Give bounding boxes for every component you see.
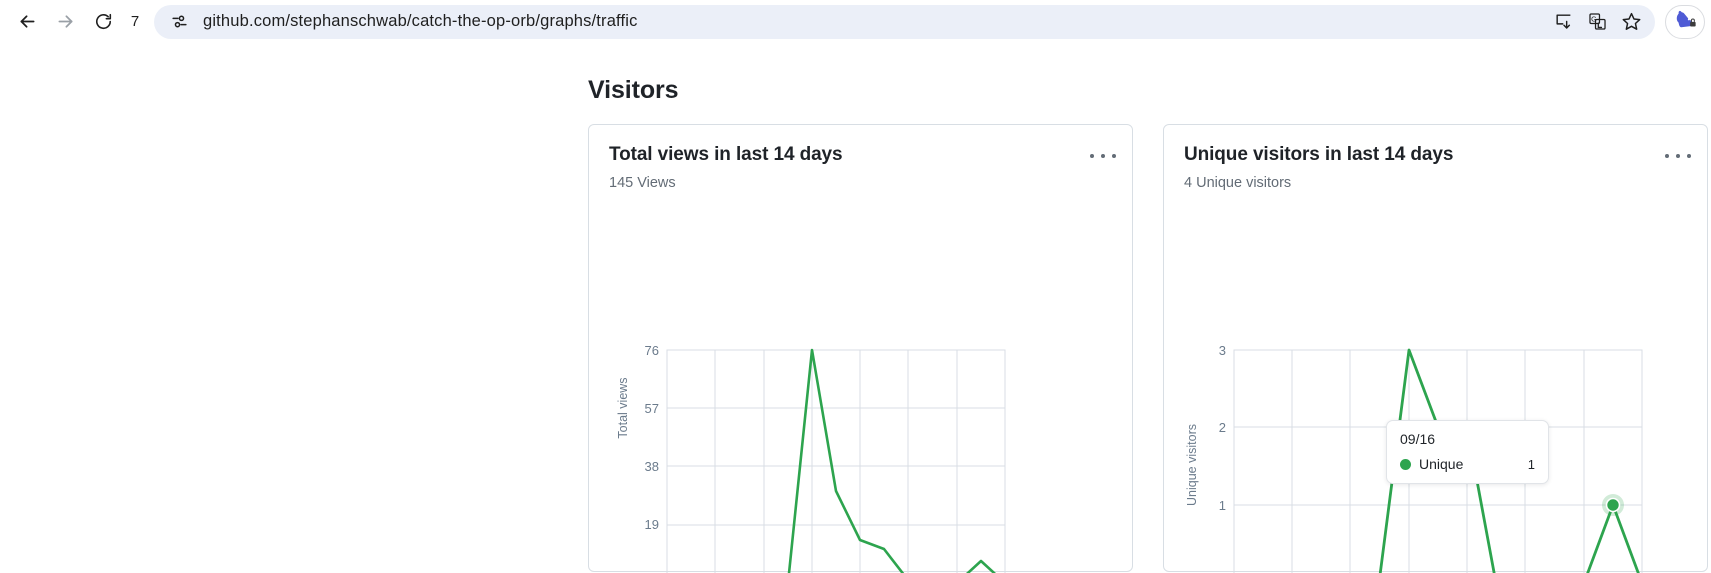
- y-tick-label: 2: [1219, 420, 1226, 435]
- kebab-dot-icon: [1676, 154, 1680, 158]
- chart-line-series: [787, 348, 997, 573]
- chart-grid: [666, 349, 1006, 573]
- y-tick-label: 1: [1219, 498, 1226, 513]
- tab-count-badge[interactable]: 7: [130, 13, 140, 30]
- kebab-dot-icon: [1101, 154, 1105, 158]
- card-subtitle: 145 Views: [609, 175, 676, 191]
- card-title: Total views in last 14 days: [609, 144, 843, 165]
- chart-highlight-point[interactable]: [1602, 494, 1624, 516]
- tooltip-date: 09/16: [1400, 431, 1436, 447]
- bookmark-star-icon[interactable]: [1617, 8, 1645, 36]
- site-permissions-icon[interactable]: [166, 9, 192, 35]
- browser-toolbar: 7 github.com/stephanschwab/catch-the-op-…: [0, 0, 1711, 43]
- y-tick-label: 3: [1219, 343, 1226, 358]
- page-content: Visitors Total views in last 14 days 145…: [0, 43, 1711, 573]
- kebab-dot-icon: [1665, 154, 1669, 158]
- forward-button[interactable]: [46, 3, 84, 41]
- unique-visitors-card: Unique visitors in last 14 days 4 Unique…: [1163, 124, 1709, 573]
- kebab-dot-icon: [1687, 154, 1691, 158]
- y-axis-title: Total views: [616, 377, 630, 438]
- back-button[interactable]: [8, 3, 46, 41]
- omnibox-actions: G: [1549, 8, 1645, 36]
- card-subtitle: 4 Unique visitors: [1184, 175, 1292, 191]
- page-title: Visitors: [588, 76, 679, 104]
- translate-icon[interactable]: G: [1583, 8, 1611, 36]
- total-views-chart-svg: Total views 76 57 38 19 0: [616, 343, 1006, 573]
- y-tick-label: 38: [645, 459, 659, 474]
- total-views-card: Total views in last 14 days 145 Views To…: [588, 124, 1134, 573]
- total-views-plot: Total views 76 57 38 19 0: [589, 203, 1134, 573]
- card-menu-button[interactable]: [1090, 147, 1116, 165]
- reload-button[interactable]: [84, 3, 122, 41]
- arrow-left-icon: [17, 11, 38, 32]
- kebab-dot-icon: [1112, 154, 1116, 158]
- omnibox[interactable]: github.com/stephanschwab/catch-the-op-or…: [154, 4, 1655, 39]
- tooltip-series-row: Unique 1: [1400, 456, 1535, 472]
- series-color-dot-icon: [1400, 458, 1411, 470]
- tooltip-series-value: 1: [1527, 456, 1535, 472]
- extension-icon: [1673, 8, 1697, 35]
- card-menu-button[interactable]: [1665, 147, 1691, 165]
- url-text[interactable]: github.com/stephanschwab/catch-the-op-or…: [203, 12, 638, 30]
- y-tick-label: 19: [645, 517, 659, 532]
- y-tick-label: 57: [645, 401, 659, 416]
- svg-text:G: G: [1591, 16, 1597, 24]
- chart-tooltip: 09/16 Unique 1: [1386, 420, 1549, 484]
- kebab-dot-icon: [1090, 154, 1094, 158]
- y-tick-label: 76: [645, 343, 659, 358]
- unique-visitors-chart-svg: Unique visitors 3 2 1 0: [1185, 343, 1643, 573]
- tooltip-series-name: Unique: [1419, 456, 1464, 472]
- y-axis-title: Unique visitors: [1185, 424, 1199, 506]
- reload-icon: [94, 12, 113, 31]
- card-title: Unique visitors in last 14 days: [1184, 144, 1454, 165]
- arrow-right-icon: [55, 11, 76, 32]
- extension-button[interactable]: [1665, 4, 1705, 39]
- install-app-icon[interactable]: [1549, 8, 1577, 36]
- unique-visitors-plot: Unique visitors 3 2 1 0: [1164, 203, 1709, 573]
